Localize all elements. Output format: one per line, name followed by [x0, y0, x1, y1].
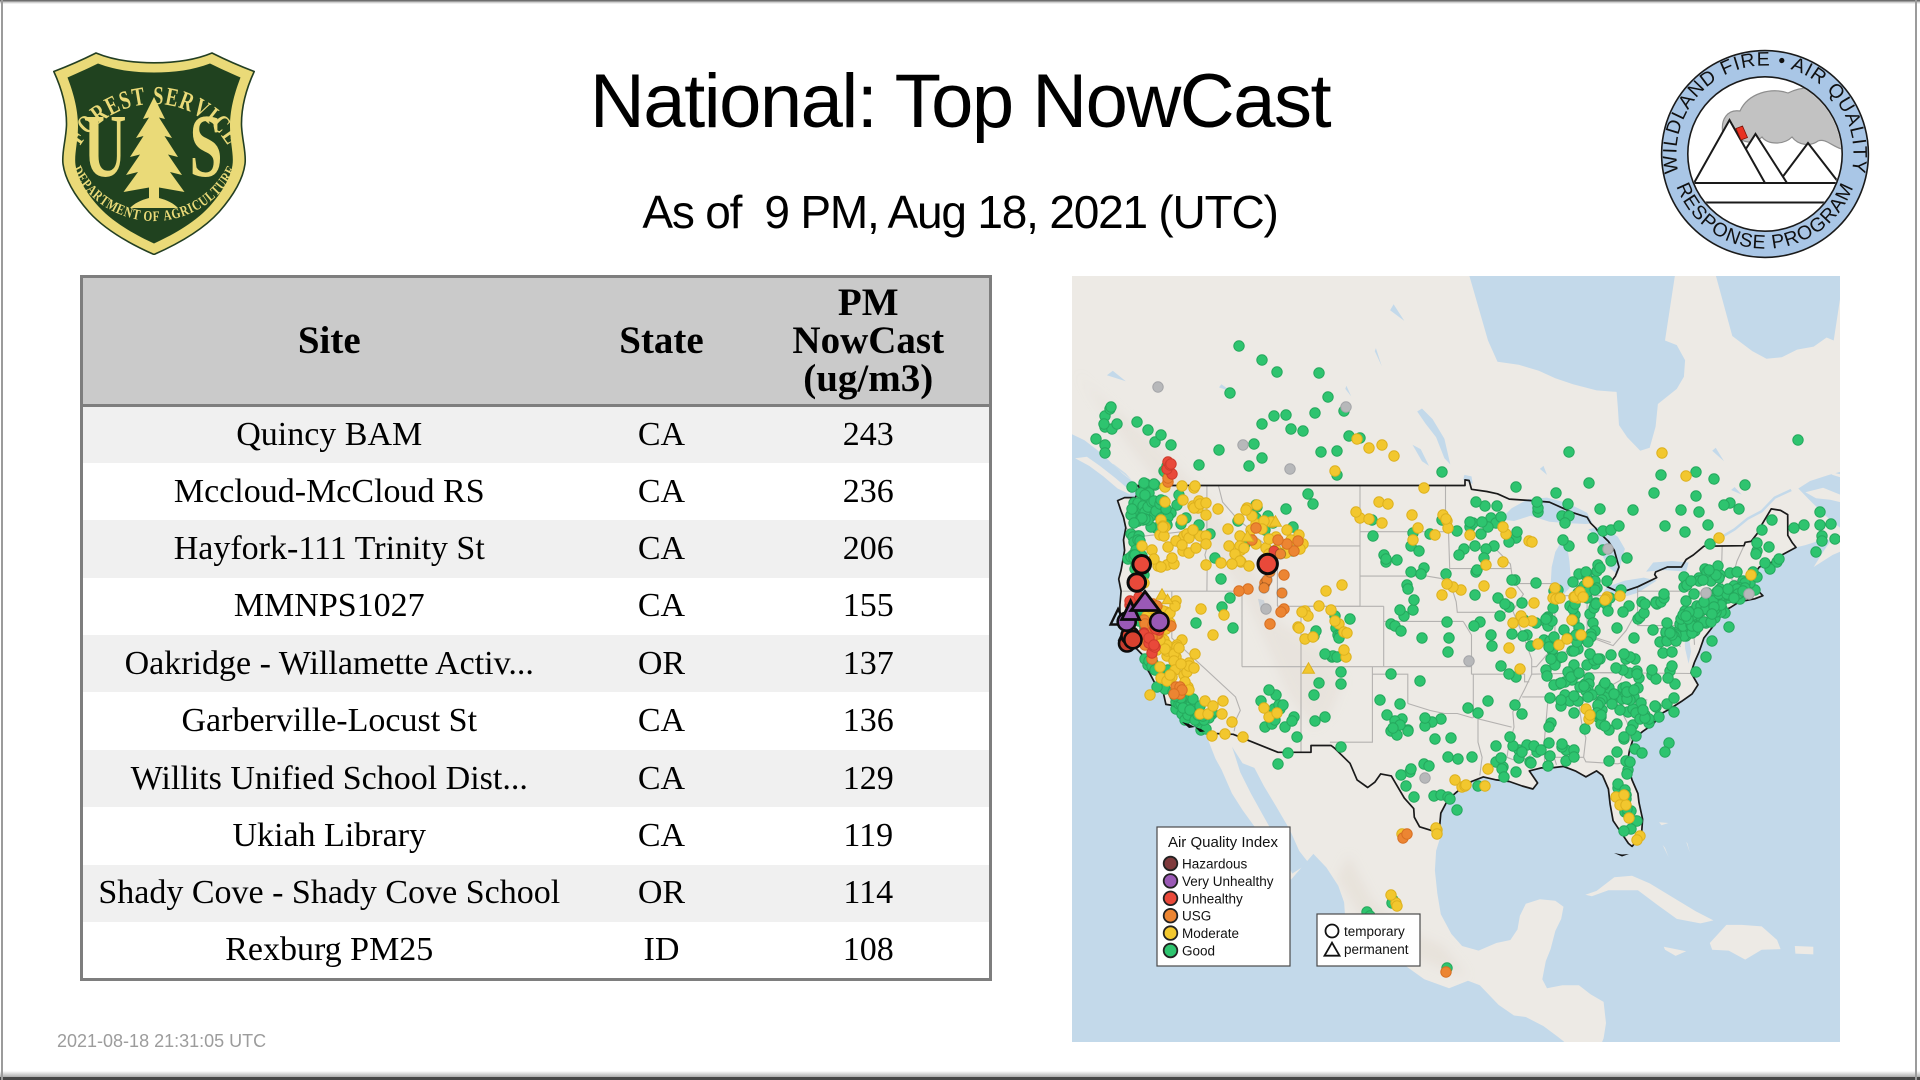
svg-text:O: O [143, 207, 153, 224]
svg-text:Air Quality Index: Air Quality Index [1168, 834, 1279, 851]
svg-text:E: E [163, 82, 181, 113]
svg-text:S: S [189, 97, 222, 196]
svg-text:A: A [162, 206, 173, 224]
svg-text:USG: USG [1182, 909, 1211, 924]
svg-text:Hazardous: Hazardous [1182, 857, 1248, 872]
svg-text:permanent: permanent [1344, 942, 1409, 957]
svg-text:U: U [84, 97, 127, 196]
svg-text:Good: Good [1182, 944, 1215, 959]
svg-text:F: F [152, 208, 159, 225]
svg-text:G: G [169, 204, 182, 222]
svg-text:T: T [131, 205, 142, 223]
svg-text:Very Unhealthy: Very Unhealthy [1182, 874, 1274, 889]
svg-text:S: S [152, 81, 164, 110]
svg-text:T: T [130, 82, 147, 112]
svg-text:I: I [185, 199, 196, 216]
svg-text:Unhealthy: Unhealthy [1182, 891, 1243, 906]
svg-text:temporary: temporary [1344, 924, 1405, 939]
svg-text:Moderate: Moderate [1182, 926, 1239, 941]
